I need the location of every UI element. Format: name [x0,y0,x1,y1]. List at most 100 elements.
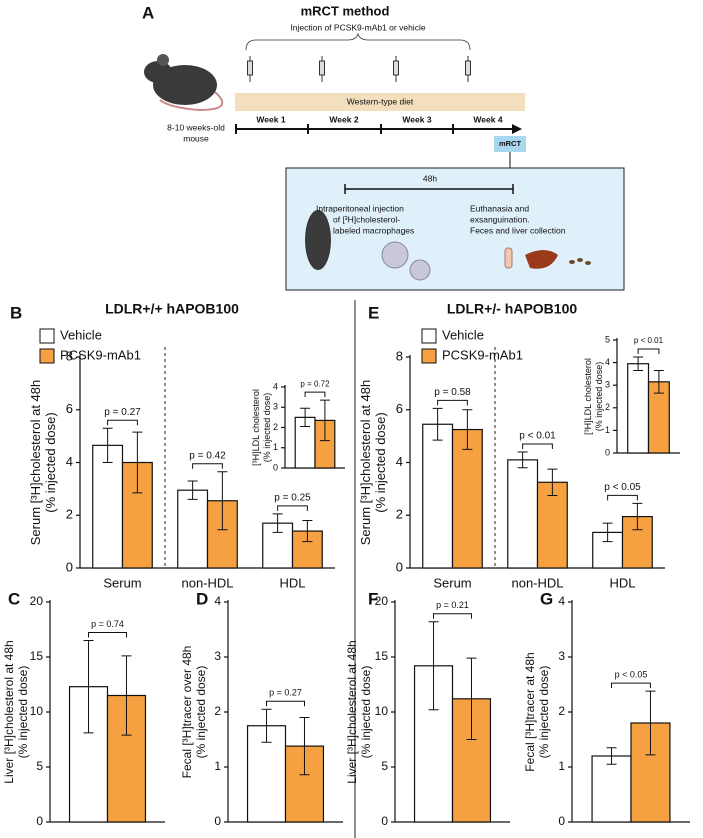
y-tick-label: 10 [375,704,389,718]
y-axis-label: Fecal [³H]tracer at 48h (% injected dose) [523,652,551,771]
y-tick-label: 3 [214,649,221,663]
y-tick-label: 1 [605,425,610,435]
significance-bracket [437,399,468,406]
y-label-line: (% injected dose) [537,666,551,759]
syringe [393,56,399,82]
y-tick-label: 10 [30,704,44,718]
week-label: Week 4 [473,114,502,124]
y-label-line: Liver [³H]cholesterol at 48h [2,640,16,783]
significance-bracket [277,505,308,511]
y-axis-label: Serum [³H]cholesterol at 48h (% injected … [358,380,388,545]
y-tick-label: 3 [558,649,565,663]
x-tick-label: HDL [609,575,635,590]
y-label-line: Fecal [³H]tracer at 48h [523,652,537,771]
y-tick-label: 1 [273,442,278,452]
significance-bracket [637,348,660,354]
y-tick-label: 20 [30,594,44,608]
y-axis-label: Fecal [³H]tracer over 48h (% injected dos… [180,646,208,779]
error-bar [653,370,664,394]
y-tick-label: 0 [273,462,278,472]
y-label-line: (% injected dose) [359,666,373,759]
p-value: p = 0.21 [436,600,469,610]
error-bar [299,717,310,776]
y-tick-label: 4 [273,381,278,391]
significance-bracket [611,682,651,689]
panel-labels: A B C D E F G [8,3,553,608]
y-label-line: (% injected dose) [594,362,604,432]
error-bar [602,522,613,543]
error-bar [300,407,311,427]
y-tick-label: 6 [396,401,403,416]
significance-bracket [266,700,305,707]
y-tick-label: 3 [273,402,278,412]
y-label-line: (% injected dose) [43,412,58,512]
error-bar [432,407,443,441]
legend-swatch [39,328,55,344]
y-axis-label: Liver [³H]cholesterol at 48h (% injected … [345,640,373,783]
error-bar [517,451,528,469]
p-value: p < 0.05 [615,669,648,679]
y-label-line: [³H]LDL cholesterol [583,358,593,435]
mouse-supine [305,210,331,270]
legend-swatch [421,348,437,364]
liver [525,250,558,269]
y-tick-label: 2 [605,402,610,412]
y-tick-label: 3 [605,380,610,390]
y-axis-label: [³H]LDL cholesterol (% injected dose) [583,358,604,435]
significance-bracket [88,632,127,638]
y-tick-label: 2 [273,422,278,432]
y-tick-label: 1 [214,759,221,773]
bar [451,428,483,569]
error-bar [217,471,228,531]
y-label-line: (% injected dose) [16,666,30,759]
y-tick-label: 4 [214,594,221,608]
macrophage [409,259,431,281]
significance-bracket [522,443,553,449]
brace [245,32,471,51]
y-label-line: Liver [³H]cholesterol at 48h [345,640,359,783]
injection-label: Injection of PCSK9-mAb1 or vehicle [290,22,425,32]
chart-title: LDLR+/+ hAPOB100 [105,301,239,317]
panel-label: E [368,303,379,322]
error-bar [645,690,656,756]
significance-bracket [607,494,638,501]
error-bar [632,502,643,531]
syringe [247,56,253,82]
y-tick-label: 8 [66,348,73,363]
y-tick-label: 0 [36,814,43,828]
y-tick-label: 15 [30,649,44,663]
x-tick-label: HDL [279,575,305,590]
step1-label: labeled macrophages [333,225,414,235]
y-label-line: (% injected dose) [373,412,388,512]
feces [569,258,591,265]
p-value: p = 0.72 [300,379,330,388]
significance-bracket [304,391,326,398]
duration-label: 48h [423,173,437,183]
y-tick-label: 0 [396,559,403,574]
mrct-label: mRCT [499,139,522,148]
error-bar [466,657,477,740]
legend-label: PCSK9-mAb1 [60,347,141,362]
syringes [247,56,471,82]
bar [92,444,124,569]
diet-label: Western-type diet [347,96,414,106]
legend-label: PCSK9-mAb1 [442,347,523,362]
mouse-icon [144,54,224,112]
error-bar [302,520,313,543]
error-bar [462,409,473,450]
bar [627,363,650,454]
legend-label: Vehicle [442,327,484,342]
y-tick-label: 5 [381,759,388,773]
bar [507,459,539,569]
step2-label: Feces and liver collection [470,225,566,235]
legend-swatch [421,328,437,344]
p-value: p = 0.25 [274,493,311,504]
mouse-label: 8-10 weeks-old [167,122,225,132]
panel-label: D [196,589,208,608]
p-value: p < 0.05 [604,482,641,493]
x-tick-label: non-HDL [511,575,563,590]
y-label-line: Fecal [³H]tracer over 48h [180,646,194,779]
panel-label: B [10,303,22,322]
y-tick-label: 20 [375,594,389,608]
y-tick-label: 4 [605,357,610,367]
